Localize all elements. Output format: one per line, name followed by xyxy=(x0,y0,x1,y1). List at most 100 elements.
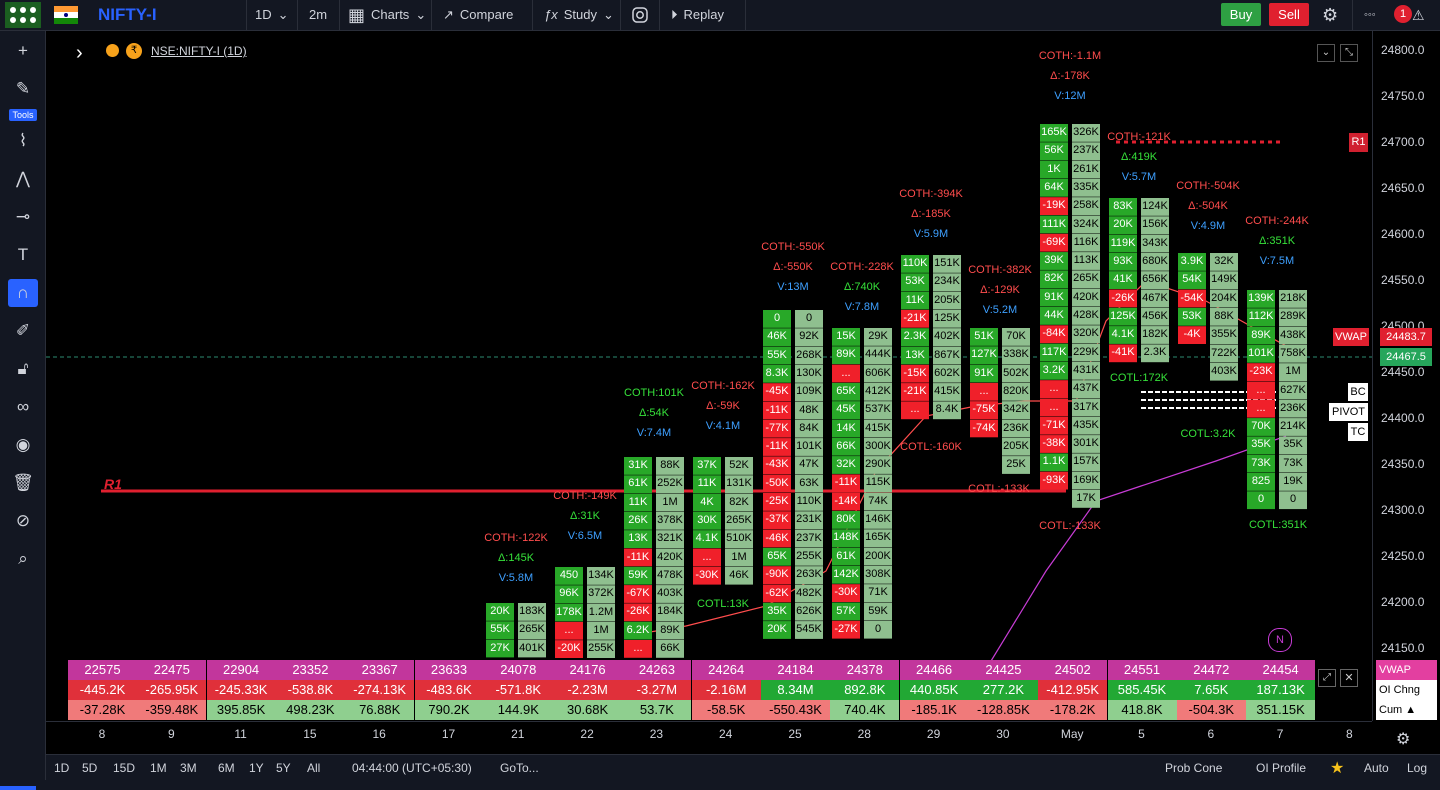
footprint-cell: -25K xyxy=(765,495,789,507)
footprint-cell-bg xyxy=(795,401,823,420)
study-label: Study xyxy=(563,7,597,22)
range-button-1d[interactable]: 1D xyxy=(54,761,70,775)
footprint-cell-bg xyxy=(518,603,546,621)
footprint-cell: 109K xyxy=(796,385,822,398)
prob-cone-button[interactable]: Prob Cone xyxy=(1165,761,1223,775)
trash-icon[interactable]: 🗑︎ xyxy=(12,473,34,492)
footprint-cell: -74K xyxy=(972,421,996,434)
alert-badge[interactable]: 1 xyxy=(1394,5,1412,23)
footprint-cell: 55K xyxy=(767,348,787,361)
range-button-5d[interactable]: 5D xyxy=(82,761,98,775)
brush-icon[interactable]: ✐ xyxy=(15,321,31,340)
minute-interval-button[interactable]: 2m xyxy=(309,7,328,22)
footprint-cell-bg xyxy=(1040,124,1068,142)
auto-scale-button[interactable]: Auto xyxy=(1364,761,1389,775)
sell-button[interactable]: Sell xyxy=(1269,3,1309,26)
study-button[interactable]: ƒx Study ⌄ xyxy=(544,0,614,30)
text-icon[interactable]: T xyxy=(17,245,29,264)
magnet-icon[interactable]: ∩ xyxy=(8,279,38,307)
table-cell: 395.85K xyxy=(206,700,276,720)
link-icon[interactable]: ∞ xyxy=(16,397,30,416)
gear-icon[interactable]: ⚙ xyxy=(1322,5,1339,25)
footprint-cell: 4K xyxy=(700,495,714,508)
time-axis[interactable]: 8 9 11 15 16 17 21 22 23 24 25 28 29 30 May 5 6 7 8 xyxy=(46,721,1372,755)
footprint-cell: 65K xyxy=(836,384,856,397)
instagram-icon[interactable] xyxy=(632,0,648,30)
chart-pane[interactable]: › ₹ NSE:NIFTY-I (1D) ⌄ ⤡ R1 R1 BC PIVOT … xyxy=(46,31,1372,721)
footprint-cell-bg xyxy=(1072,471,1100,490)
footprint-cell: 73K xyxy=(1283,456,1303,469)
footprint-cell: 11K xyxy=(905,293,925,306)
crosshair-icon[interactable]: + xyxy=(18,41,28,60)
footprint-cell-bg xyxy=(864,456,892,474)
chevron-down-icon[interactable]: ⌄ xyxy=(1317,44,1335,62)
table-cell: 24378 xyxy=(830,660,900,680)
footprint-cell-bg xyxy=(1072,160,1100,179)
close-icon[interactable]: ✕ xyxy=(1340,669,1358,687)
range-button-15d[interactable]: 15D xyxy=(113,761,136,775)
footprint-cell-bg xyxy=(1109,216,1137,235)
lock-icon[interactable]: 🔓︎ xyxy=(17,359,29,378)
footprint-cell: 252K xyxy=(657,477,683,490)
charts-button[interactable]: ▦ Charts ⌄ xyxy=(348,0,426,30)
horizontal-line-icon[interactable]: ⊸ xyxy=(15,207,31,226)
footprint-cell-bg xyxy=(864,364,892,383)
expand-icon[interactable]: ⤢ xyxy=(1318,669,1336,687)
footprint-cell-bg xyxy=(624,603,652,622)
footprint-cell-bg xyxy=(864,401,892,419)
ruler-icon[interactable]: ⊘ xyxy=(15,511,31,530)
footprint-cell: 205K xyxy=(1003,439,1029,452)
footprint-cell-bg xyxy=(624,457,652,475)
range-button-6m[interactable]: 6M xyxy=(218,761,235,775)
buy-button[interactable]: Buy xyxy=(1221,3,1261,26)
pattern-icon[interactable]: ⋀ xyxy=(16,169,30,188)
log-scale-button[interactable]: Log xyxy=(1407,761,1428,775)
footprint-cell: 420K xyxy=(657,550,683,563)
table-cell: 8.34M xyxy=(761,680,830,700)
price-scale[interactable]: 24800.0 24750.0 24700.0 24650.0 24600.0 24550… xyxy=(1372,31,1440,721)
gear-icon[interactable]: ⚙ xyxy=(1396,731,1411,748)
collapse-legend-icon[interactable]: › xyxy=(76,42,83,64)
price-label: 24250.0 xyxy=(1381,549,1425,563)
table-cell: 144.9K xyxy=(483,700,553,720)
logo-icon[interactable] xyxy=(4,0,42,30)
interval-select[interactable]: 1D ⌄ xyxy=(255,0,289,30)
compare-button[interactable]: ↗ Compare xyxy=(443,0,513,30)
footprint-cell: 1M xyxy=(662,495,678,508)
star-icon[interactable]: ★ xyxy=(1330,760,1345,777)
candle-stat-delta: Δ:145K xyxy=(497,552,535,564)
footprint-cell: 1M xyxy=(593,623,609,636)
eye-icon[interactable]: ◉ xyxy=(15,435,31,454)
footprint-cell: 47K xyxy=(799,458,819,471)
footprint-cell: -77K xyxy=(765,421,789,434)
pencil-icon[interactable]: ✎ xyxy=(15,79,31,98)
range-button-all[interactable]: All xyxy=(307,761,321,775)
r1-tag: R1 xyxy=(1349,133,1368,152)
footprint-cell: 258K xyxy=(1073,199,1099,212)
table-cell: 498.23K xyxy=(275,700,345,720)
footprint-cell: 131K xyxy=(726,477,752,490)
news-marker-icon[interactable]: N xyxy=(1268,628,1292,652)
legend-symbol[interactable]: NSE:NIFTY-I (1D) xyxy=(151,44,247,58)
zoom-icon[interactable]: ⌕ xyxy=(18,549,28,568)
range-button-3m[interactable]: 3M xyxy=(180,761,197,775)
footprint-cell: 178K xyxy=(556,605,582,618)
symbol-name[interactable]: NIFTY-I xyxy=(98,5,157,24)
footprint-cell: 65K xyxy=(767,549,787,562)
range-button-5y[interactable]: 5Y xyxy=(276,761,291,775)
replay-button[interactable]: ⏵ Replay xyxy=(671,0,724,30)
candle-stat-coth: COTH:-504K xyxy=(1176,180,1240,192)
range-button-1y[interactable]: 1Y xyxy=(249,761,264,775)
collapse-icon[interactable]: ⤡ xyxy=(1340,44,1358,62)
oi-profile-button[interactable]: OI Profile xyxy=(1256,761,1307,775)
more-options-button[interactable]: ◦◦◦ xyxy=(1364,9,1376,21)
footprint-cell: -4K xyxy=(1183,328,1201,341)
footprint-cell: 342K xyxy=(1003,403,1029,416)
goto-button[interactable]: GoTo... xyxy=(500,761,539,775)
footprint-cell-bg xyxy=(1072,252,1100,270)
trend-line-icon[interactable]: ⌇ xyxy=(18,131,28,150)
footprint-cell-bg xyxy=(864,437,892,456)
clock-time[interactable]: 04:44:00 (UTC+05:30) xyxy=(352,761,472,775)
range-button-1m[interactable]: 1M xyxy=(150,761,167,775)
warning-icon[interactable]: ⚠ xyxy=(1412,7,1425,23)
